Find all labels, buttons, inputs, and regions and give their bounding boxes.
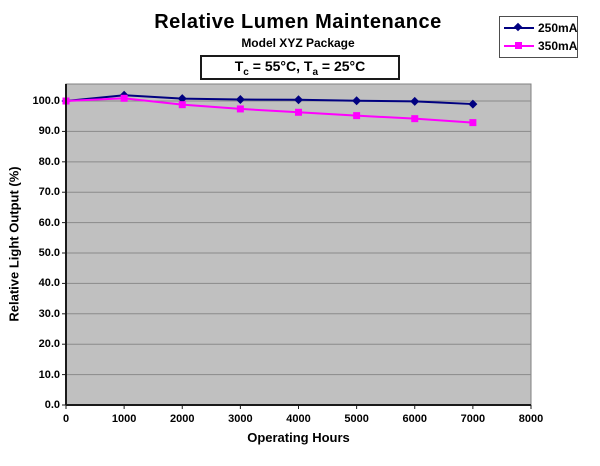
data-point-250mA	[410, 96, 420, 106]
data-point-350mA	[236, 105, 244, 113]
diamond-marker-icon	[513, 22, 523, 31]
data-point-250mA	[177, 94, 187, 104]
plot-canvas	[61, 83, 532, 409]
data-point-350mA	[178, 101, 186, 109]
y-tick-label: 20.0	[38, 338, 60, 351]
x-tick-label: 5000	[344, 413, 369, 425]
y-tick-label: 90.0	[38, 125, 60, 138]
x-tick-label: 8000	[518, 413, 544, 425]
data-point-250mA	[235, 95, 245, 105]
y-tick-label: 80.0	[38, 155, 60, 168]
series-line-350mA	[65, 97, 473, 124]
y-tick-label: 10.0	[38, 368, 60, 381]
x-tick-label: 6000	[402, 413, 427, 425]
square-marker-icon	[515, 42, 522, 50]
temperature-annotation: Tc = 55°C, Ta = 25°C	[200, 55, 400, 80]
x-tick-label: 7000	[460, 413, 486, 425]
legend: 250mA 350mA	[499, 16, 578, 58]
plot-area	[61, 83, 532, 409]
y-axis-title: Relative Light Output (%)	[6, 166, 22, 322]
x-tick-label: 2000	[170, 413, 195, 425]
data-point-350mA	[469, 119, 477, 127]
legend-swatch	[504, 41, 534, 51]
legend-label: 250mA	[538, 20, 578, 35]
y-tick-label: 60.0	[38, 216, 60, 229]
x-tick-label: 0	[62, 413, 70, 425]
x-tick-label: 3000	[228, 413, 253, 425]
legend-item-250ma: 250mA	[504, 19, 577, 37]
data-point-350mA	[411, 115, 419, 123]
chart-title: Relative Lumen Maintenance	[154, 11, 442, 33]
legend-swatch	[504, 22, 534, 33]
legend-item-350ma: 350mA	[504, 37, 577, 55]
y-tick-label: 50.0	[38, 247, 60, 259]
data-point-250mA	[294, 95, 303, 105]
data-point-250mA	[468, 99, 478, 109]
y-tick-label: 100.0	[32, 95, 60, 108]
x-axis-title: Operating Hours	[247, 430, 350, 445]
annotation-text: Tc = 55°C, Ta = 25°C	[234, 57, 366, 78]
y-tick-label: 0.0	[44, 399, 60, 411]
series-line-250mA	[65, 94, 473, 106]
y-tick-label: 40.0	[38, 277, 60, 290]
legend-label: 350mA	[538, 39, 578, 54]
plot-background	[65, 83, 532, 406]
data-point-350mA	[353, 112, 361, 120]
y-tick-label: 30.0	[38, 307, 60, 320]
data-point-250mA	[352, 96, 362, 106]
x-tick-label: 4000	[286, 413, 311, 425]
data-point-350mA	[120, 94, 128, 102]
chart-subtitle: Model XYZ Package	[241, 36, 355, 50]
data-point-350mA	[295, 108, 302, 116]
y-tick-label: 70.0	[38, 186, 60, 199]
x-tick-label: 1000	[111, 413, 137, 425]
